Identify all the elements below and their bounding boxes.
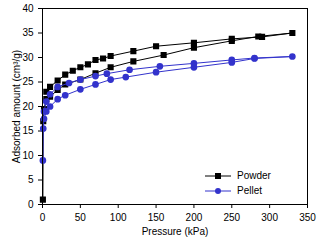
- svg-text:5: 5: [28, 174, 34, 185]
- svg-text:350: 350: [299, 212, 316, 223]
- svg-text:50: 50: [75, 212, 87, 223]
- svg-text:100: 100: [110, 212, 127, 223]
- svg-text:200: 200: [186, 212, 203, 223]
- svg-text:15: 15: [22, 125, 34, 136]
- svg-text:Pressure (kPa): Pressure (kPa): [142, 226, 209, 237]
- svg-text:Adsorbed amount (cm³/g): Adsorbed amount (cm³/g): [11, 50, 22, 163]
- svg-text:0: 0: [28, 199, 34, 210]
- svg-text:25: 25: [22, 76, 34, 87]
- svg-text:40: 40: [22, 3, 34, 14]
- svg-text:300: 300: [261, 212, 278, 223]
- svg-text:250: 250: [223, 212, 240, 223]
- svg-text:0: 0: [40, 212, 46, 223]
- svg-text:30: 30: [22, 52, 34, 63]
- html-text:Powder: Powder: [237, 170, 271, 181]
- html-text:Pellet: Pellet: [237, 185, 262, 196]
- svg-text:10: 10: [22, 150, 34, 161]
- svg-text:35: 35: [22, 27, 34, 38]
- svg-text:150: 150: [148, 212, 165, 223]
- svg-text:20: 20: [22, 101, 34, 112]
